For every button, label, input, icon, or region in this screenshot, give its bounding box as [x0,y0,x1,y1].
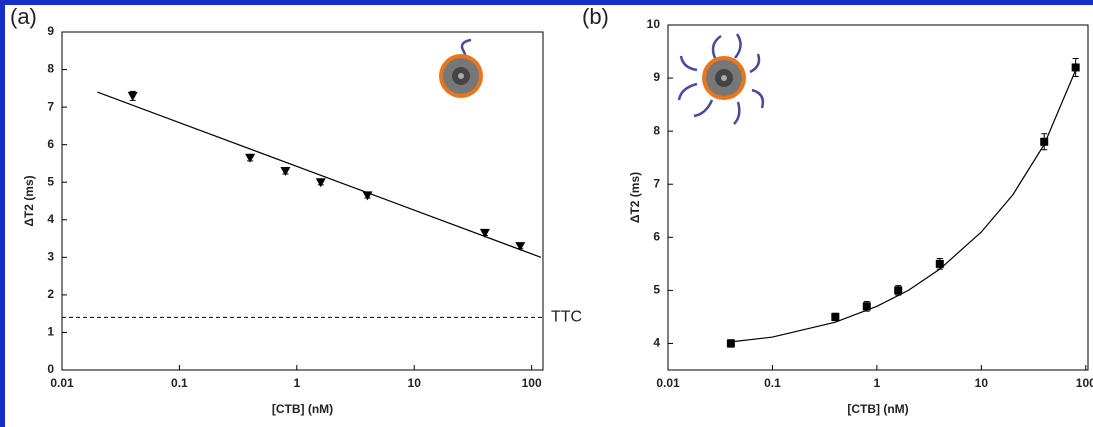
y-tick-label: 3 [47,250,54,264]
x-tick-label: 100 [522,376,542,390]
y-tick-label: 5 [653,283,660,297]
x-tick-label: 0.01 [50,376,74,390]
point [1040,137,1049,146]
point [280,166,291,176]
y-tick-label: 8 [47,62,54,76]
point [245,153,256,163]
point [726,339,735,348]
y-tick-label: 6 [47,137,54,151]
point [315,178,326,188]
y-tick-label: 6 [653,229,660,243]
y-tick-label: 8 [653,123,660,137]
panel-label: (b) [582,4,609,29]
y-tick-label: 4 [47,212,54,226]
y-tick-label: 0 [47,362,54,376]
y-tick-label: 1 [47,325,54,339]
x-axis-title: [CTB] (nM) [847,402,908,416]
x-tick-label: 0.01 [656,376,680,390]
x-tick-label: 1 [874,376,881,390]
y-tick-label: 9 [653,70,660,84]
point [479,228,490,238]
fit-line [730,69,1077,343]
icon-b [677,33,765,125]
y-tick-label: 7 [47,99,54,113]
x-tick-label: 0.1 [764,376,781,390]
y-tick-label: 10 [647,17,661,31]
y-tick-label: 4 [653,336,660,350]
point [862,302,871,311]
plot-frame [61,31,544,371]
x-tick-label: 10 [408,376,422,390]
frame-top [0,0,1093,5]
plot-frame [667,24,1089,371]
icon-a [439,38,483,98]
point [894,286,903,295]
point [1071,63,1080,72]
point [362,191,373,201]
x-tick-label: 10 [975,376,989,390]
x-tick-label: 0.1 [171,376,188,390]
point [831,312,840,321]
y-tick-label: 2 [47,287,54,301]
frame-left [0,0,5,427]
point [515,242,526,252]
y-axis-title: ΔT2 (ms) [628,172,642,223]
x-axis-title: [CTB] (nM) [272,402,333,416]
y-tick-label: 7 [653,176,660,190]
fit-line [97,91,542,258]
x-tick-label: 100 [1076,376,1093,390]
y-tick-label: 5 [47,174,54,188]
point [935,259,944,268]
x-tick-label: 1 [293,376,300,390]
reference-label: TTC [551,309,582,326]
panel-label: (a) [10,4,37,29]
point [127,91,138,101]
y-tick-label: 9 [47,24,54,38]
y-axis-title: ΔT2 (ms) [22,175,36,226]
